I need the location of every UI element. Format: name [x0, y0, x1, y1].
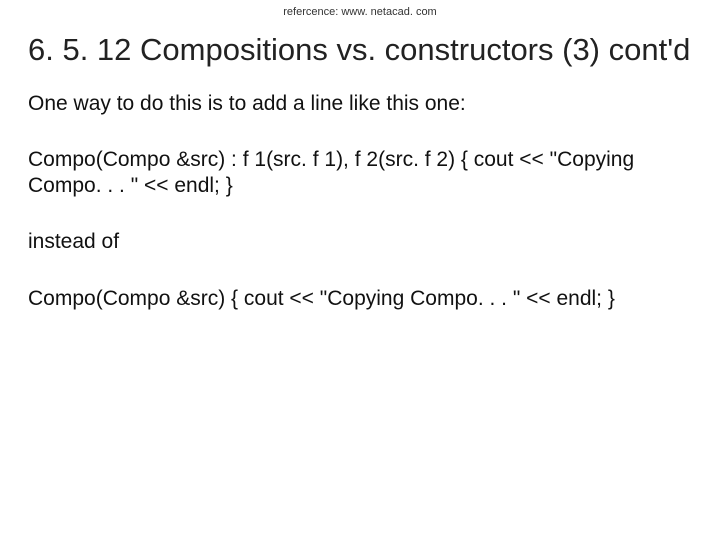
slide: refercence: www. netacad. com 6. 5. 12 C… [0, 0, 720, 540]
paragraph: One way to do this is to add a line like… [28, 91, 692, 117]
slide-title: 6. 5. 12 Compositions vs. constructors (… [0, 26, 720, 83]
paragraph: instead of [28, 229, 692, 255]
paragraph: Compo(Compo &src) : f 1(src. f 1), f 2(s… [28, 147, 692, 200]
slide-body: One way to do this is to add a line like… [0, 83, 720, 312]
reference-text: refercence: www. netacad. com [0, 0, 720, 26]
paragraph: Compo(Compo &src) { cout << "Copying Com… [28, 286, 692, 312]
